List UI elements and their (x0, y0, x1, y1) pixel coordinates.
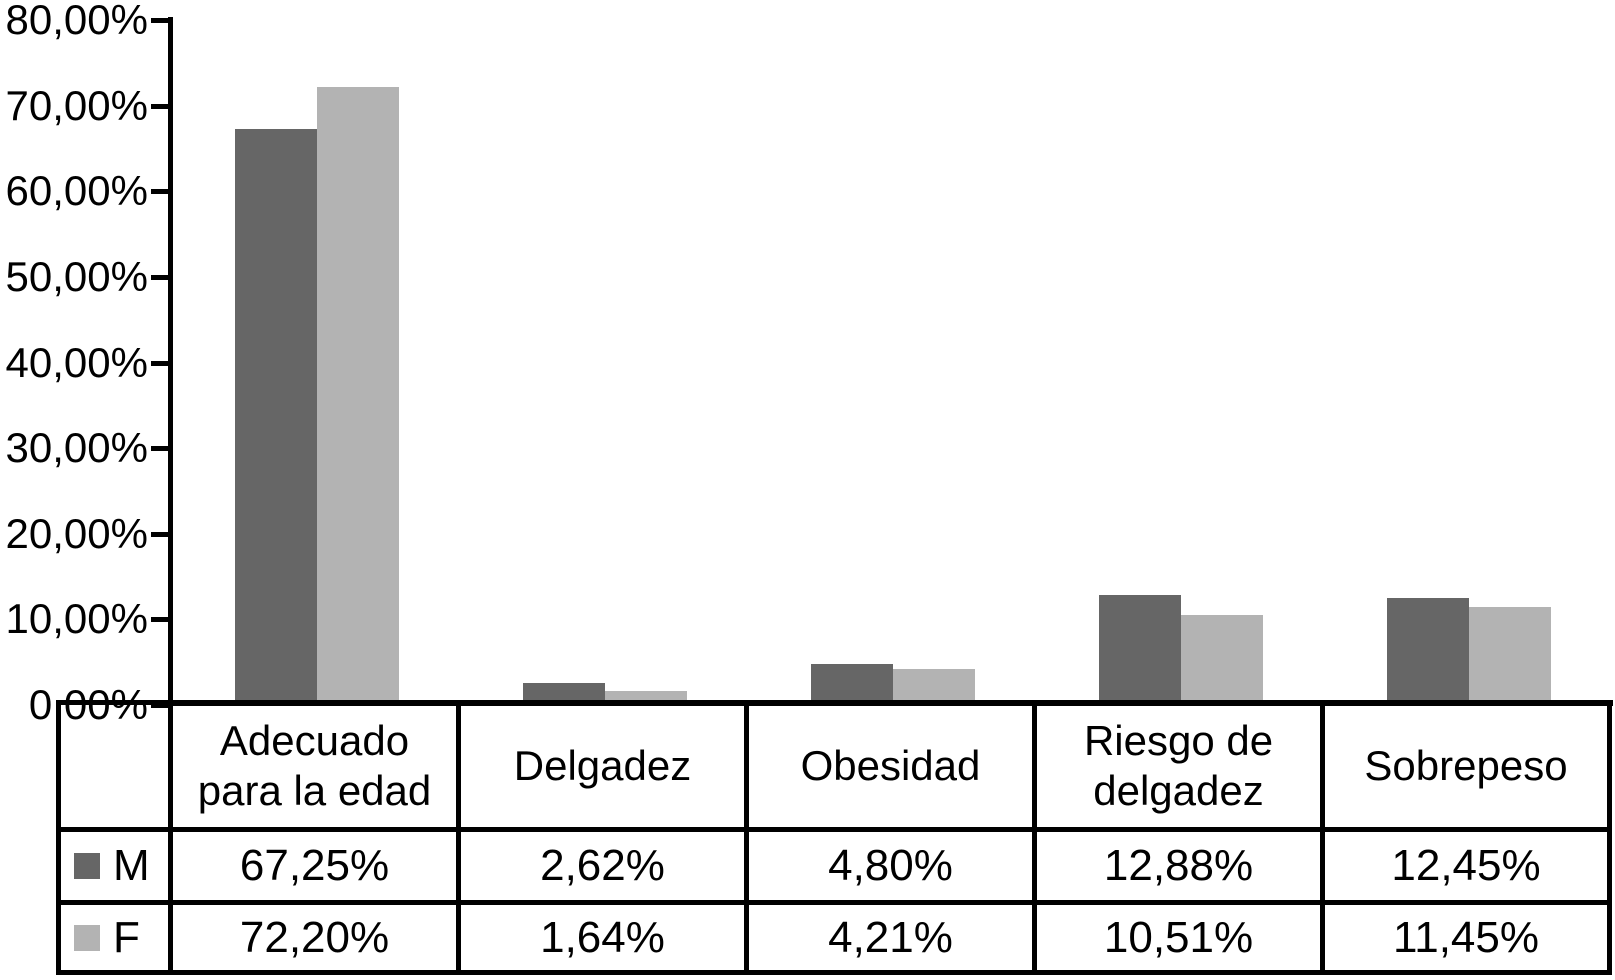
bar-f-4 (1181, 615, 1263, 705)
y-axis-tick-label: 30,00% (5, 424, 148, 471)
bar-m-5 (1387, 598, 1469, 705)
y-axis-tick (151, 189, 169, 194)
bar-f-3 (893, 669, 975, 705)
y-axis-tick-label: 70,00% (5, 82, 148, 129)
category-header-cell: Sobrepeso (1320, 700, 1612, 832)
legend-swatch-m (74, 853, 100, 879)
y-axis-tick (151, 275, 169, 280)
value-cell-f-5: 11,45% (1320, 900, 1612, 975)
series-row-f: F 72,20% 1,64% 4,21% 10,51% 11,45% (56, 900, 1612, 975)
table-corner-spacer (56, 700, 173, 832)
y-axis-tick (151, 532, 169, 537)
value-cell-m-1: 67,25% (168, 827, 461, 905)
legend-key-m: M (64, 841, 166, 890)
legend-cell-f: F (56, 900, 173, 975)
y-axis-tick-label: 20,00% (5, 510, 148, 557)
bar-m-2 (523, 683, 605, 705)
series-name-label: M (113, 841, 150, 890)
category-header-cell: Adecuado para la edad (168, 700, 461, 832)
y-axis-tick-label: 40,00% (5, 339, 148, 386)
data-table: Adecuado para la edad Delgadez Obesidad Rie… (56, 700, 1612, 975)
y-axis-tick (151, 104, 169, 109)
legend-swatch-f (74, 924, 100, 951)
category-header-cell: Delgadez (456, 700, 749, 832)
category-header-cell: Obesidad (744, 700, 1037, 832)
value-cell-f-4: 10,51% (1032, 900, 1325, 975)
category-header-cell: Riesgo de delgadez (1032, 700, 1325, 832)
bar-f-5 (1469, 607, 1551, 705)
value-cell-f-3: 4,21% (744, 900, 1037, 975)
value-cell-m-4: 12,88% (1032, 827, 1325, 905)
y-axis-tick (151, 361, 169, 366)
value-cell-f-1: 72,20% (168, 900, 461, 975)
series-row-m: M 67,25% 2,62% 4,80% 12,88% 12,45% (56, 827, 1612, 905)
category-header-row: Adecuado para la edad Delgadez Obesidad Rie… (56, 700, 1612, 832)
y-axis-tick (151, 18, 169, 23)
y-axis-tick-label: 60,00% (5, 167, 148, 214)
series-name-label: F (113, 912, 140, 962)
bar-m-3 (811, 664, 893, 705)
y-axis-tick (151, 446, 169, 451)
value-cell-m-2: 2,62% (456, 827, 749, 905)
bar-m-4 (1099, 595, 1181, 705)
y-axis-tick-label: 50,00% (5, 253, 148, 300)
y-axis-tick-label: 80,00% (5, 0, 148, 43)
value-cell-m-5: 12,45% (1320, 827, 1612, 905)
y-axis-tick-label: 10,00% (5, 595, 148, 642)
legend-cell-m: M (56, 827, 173, 905)
legend-key-f: F (64, 912, 166, 962)
value-cell-m-3: 4,80% (744, 827, 1037, 905)
y-axis-line (168, 17, 173, 706)
y-axis-tick (151, 617, 169, 622)
value-cell-f-2: 1,64% (456, 900, 749, 975)
bar-m-1 (235, 129, 317, 705)
bar-f-1 (317, 87, 399, 705)
